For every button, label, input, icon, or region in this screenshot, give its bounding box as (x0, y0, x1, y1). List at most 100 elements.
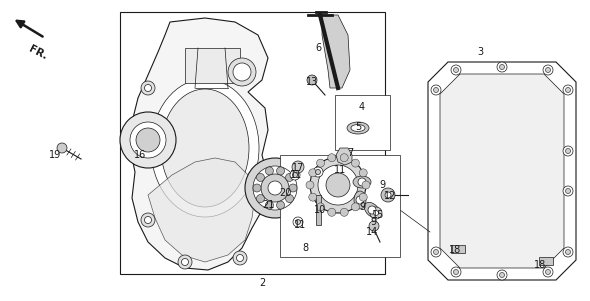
Circle shape (286, 194, 294, 203)
Circle shape (141, 213, 155, 227)
Circle shape (266, 167, 273, 175)
Circle shape (370, 207, 382, 219)
Circle shape (454, 67, 458, 73)
Text: 9: 9 (359, 202, 365, 212)
Text: 11: 11 (290, 170, 302, 180)
Circle shape (120, 112, 176, 168)
Circle shape (358, 178, 366, 186)
Ellipse shape (151, 79, 259, 217)
Circle shape (565, 250, 571, 255)
Circle shape (258, 185, 266, 191)
Circle shape (178, 255, 192, 269)
Circle shape (454, 269, 458, 275)
Polygon shape (322, 15, 350, 88)
Circle shape (362, 181, 370, 189)
Circle shape (277, 201, 284, 209)
Circle shape (381, 188, 395, 202)
Circle shape (233, 251, 247, 265)
Circle shape (565, 88, 571, 92)
Polygon shape (336, 148, 352, 165)
Circle shape (563, 85, 573, 95)
Bar (280, 155, 400, 257)
Circle shape (289, 184, 297, 192)
Text: 19: 19 (49, 150, 61, 160)
Text: 14: 14 (366, 227, 378, 237)
Bar (451, 245, 465, 253)
Circle shape (268, 181, 282, 195)
Text: 8: 8 (302, 243, 308, 253)
Circle shape (313, 167, 323, 177)
Text: 5: 5 (355, 122, 361, 132)
Bar (539, 257, 553, 265)
Text: 20: 20 (279, 188, 291, 198)
Bar (185, 48, 240, 83)
Circle shape (290, 170, 300, 180)
Text: 3: 3 (477, 47, 483, 57)
Circle shape (292, 161, 304, 173)
Circle shape (369, 221, 379, 231)
Text: 15: 15 (372, 210, 384, 220)
Circle shape (182, 259, 188, 265)
Circle shape (563, 186, 573, 196)
Circle shape (257, 173, 264, 182)
Circle shape (352, 203, 359, 211)
Circle shape (245, 158, 305, 218)
Polygon shape (148, 158, 255, 262)
Bar (120, 12, 385, 274)
Text: 17: 17 (292, 163, 304, 173)
Circle shape (293, 217, 303, 227)
Circle shape (130, 122, 166, 158)
Polygon shape (130, 18, 268, 270)
Circle shape (255, 181, 269, 195)
Circle shape (307, 75, 317, 85)
Circle shape (141, 81, 155, 95)
Circle shape (328, 208, 336, 216)
Text: 6: 6 (315, 43, 321, 53)
Circle shape (565, 148, 571, 154)
Bar (335, 95, 390, 150)
Circle shape (431, 85, 441, 95)
Circle shape (373, 210, 379, 216)
Circle shape (326, 173, 350, 197)
Circle shape (546, 67, 550, 73)
Text: 13: 13 (306, 77, 318, 87)
Circle shape (543, 267, 553, 277)
Text: 10: 10 (314, 205, 326, 215)
Circle shape (497, 62, 507, 72)
Text: 9: 9 (379, 180, 385, 190)
Circle shape (318, 165, 358, 205)
Text: 2: 2 (259, 278, 265, 288)
Circle shape (546, 269, 550, 275)
Ellipse shape (161, 89, 249, 207)
Circle shape (434, 250, 438, 255)
Circle shape (136, 128, 160, 152)
Polygon shape (428, 62, 576, 280)
Circle shape (261, 174, 289, 202)
Circle shape (352, 159, 359, 167)
Text: 11: 11 (294, 220, 306, 230)
Circle shape (500, 272, 504, 278)
Circle shape (293, 172, 297, 178)
Circle shape (309, 169, 317, 177)
Ellipse shape (347, 122, 369, 134)
Circle shape (500, 64, 504, 70)
Circle shape (266, 201, 273, 209)
Circle shape (310, 157, 366, 213)
Circle shape (565, 188, 571, 194)
Circle shape (316, 169, 320, 175)
Circle shape (145, 216, 152, 224)
Ellipse shape (354, 191, 366, 209)
Text: 21: 21 (262, 200, 274, 210)
Circle shape (340, 208, 348, 216)
Circle shape (57, 143, 67, 153)
Circle shape (253, 184, 261, 192)
Text: FR.: FR. (27, 44, 49, 62)
Circle shape (328, 154, 336, 162)
Text: 11: 11 (334, 165, 346, 175)
Text: 9: 9 (370, 217, 376, 227)
Circle shape (340, 154, 348, 162)
Text: 18: 18 (534, 260, 546, 270)
Circle shape (306, 181, 314, 189)
Circle shape (237, 255, 244, 262)
Circle shape (309, 193, 317, 201)
